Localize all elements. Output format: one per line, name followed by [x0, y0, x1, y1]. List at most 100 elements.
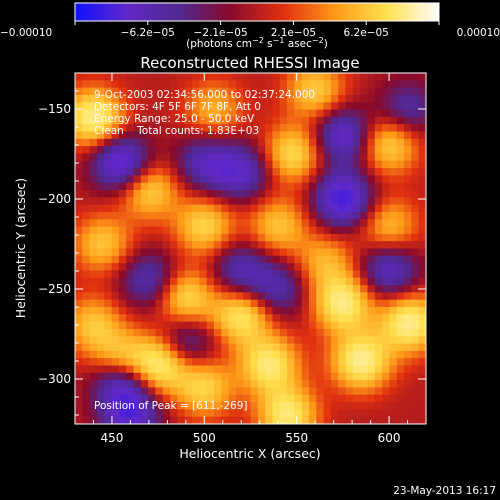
heatmap-cell [89, 270, 98, 279]
heatmap-cell [133, 87, 142, 96]
heatmap-cell [184, 387, 193, 396]
heatmap-cell [257, 146, 266, 155]
heatmap-cell [243, 365, 252, 374]
heatmap-cell [294, 190, 303, 198]
heatmap-cell [396, 146, 405, 155]
heatmap-cell [279, 197, 288, 206]
heatmap-cell [126, 321, 135, 330]
heatmap-cell [228, 131, 237, 140]
heatmap-cell [352, 73, 361, 81]
heatmap-cell [265, 190, 274, 198]
heatmap-cell [316, 182, 325, 191]
heatmap-cell [345, 124, 354, 133]
heatmap-cell [396, 299, 405, 308]
heatmap-cell [126, 160, 135, 169]
heatmap-cell [82, 409, 91, 418]
heatmap-cell [265, 87, 274, 96]
heatmap-cell [418, 255, 426, 264]
heatmap-cell [265, 314, 274, 323]
heatmap-cell [162, 277, 171, 286]
heatmap-cell [177, 336, 186, 345]
heatmap-cell [104, 131, 113, 140]
heatmap-cell [396, 190, 405, 198]
heatmap-cell [418, 394, 426, 403]
heatmap-cell [330, 182, 339, 191]
heatmap-cell [250, 263, 259, 272]
heatmap-cell [89, 146, 98, 155]
heatmap-cell [148, 153, 157, 162]
heatmap-cell [352, 87, 361, 96]
heatmap-cell [228, 299, 237, 308]
heatmap-cell [374, 168, 383, 176]
heatmap-cell [418, 372, 426, 381]
heatmap-cell [148, 248, 157, 257]
heatmap-cell [192, 197, 200, 206]
heatmap-cell [404, 146, 412, 155]
heatmap-cell [265, 73, 274, 81]
heatmap-cell [382, 285, 391, 293]
heatmap-cell [287, 394, 295, 403]
heatmap-cell [294, 292, 303, 301]
heatmap-cell [301, 94, 310, 103]
heatmap-cell [265, 358, 274, 367]
heatmap-cell [316, 380, 325, 389]
heatmap-cell [287, 190, 295, 198]
heatmap-cell [96, 255, 105, 264]
heatmap-cell [184, 380, 193, 389]
heatmap-cell [374, 321, 383, 330]
heatmap-cell [367, 241, 376, 250]
heatmap-cell [213, 241, 222, 250]
heatmap-cell [148, 211, 157, 220]
heatmap-cell [111, 190, 120, 198]
heatmap-cell [192, 153, 200, 162]
heatmap-cell [111, 175, 120, 184]
heatmap-cell [170, 270, 178, 279]
heatmap-cell [75, 263, 83, 272]
heatmap-cell [133, 270, 142, 279]
heatmap-cell [265, 109, 274, 118]
heatmap-cell [126, 270, 135, 279]
heatmap-cell [367, 343, 376, 352]
heatmap-cell [162, 248, 171, 257]
heatmap-cell [323, 211, 332, 220]
heatmap-cell [287, 402, 295, 410]
heatmap-cell [309, 131, 317, 140]
heatmap-cell [89, 80, 98, 89]
heatmap-cell [374, 365, 383, 374]
heatmap-cell [411, 277, 420, 286]
heatmap-cell [177, 314, 186, 323]
heatmap-cell [89, 314, 98, 323]
heatmap-cell [323, 80, 332, 89]
heatmap-cell [82, 292, 91, 301]
heatmap-cell [352, 285, 361, 293]
heatmap-cell [287, 372, 295, 381]
x-tick-label: 500 [193, 431, 216, 445]
heatmap-cell [111, 263, 120, 272]
heatmap-cell [82, 182, 91, 191]
heatmap-cell [118, 116, 127, 125]
heatmap-cell [418, 190, 426, 198]
heatmap-cell [104, 248, 113, 257]
heatmap-cell [221, 402, 230, 410]
heatmap-cell [360, 87, 369, 96]
heatmap-cell [235, 109, 244, 118]
heatmap-cell [360, 263, 369, 272]
heatmap-cell [170, 168, 178, 176]
heatmap-cell [192, 131, 200, 140]
heatmap-cell [213, 255, 222, 264]
heatmap-cell [118, 321, 127, 330]
heatmap-cell [104, 116, 113, 125]
heatmap-cell [199, 116, 208, 125]
heatmap-cell [155, 299, 164, 308]
heatmap-cell [352, 146, 361, 155]
heatmap-cell [382, 277, 391, 286]
heatmap-cell [316, 336, 325, 345]
heatmap-cell [257, 190, 266, 198]
heatmap-cell [89, 365, 98, 374]
heatmap-cell [162, 241, 171, 250]
heatmap-cell [192, 387, 200, 396]
heatmap-cell [396, 116, 405, 125]
heatmap-cell [411, 321, 420, 330]
heatmap-cell [316, 233, 325, 242]
heatmap-cell [148, 197, 157, 206]
